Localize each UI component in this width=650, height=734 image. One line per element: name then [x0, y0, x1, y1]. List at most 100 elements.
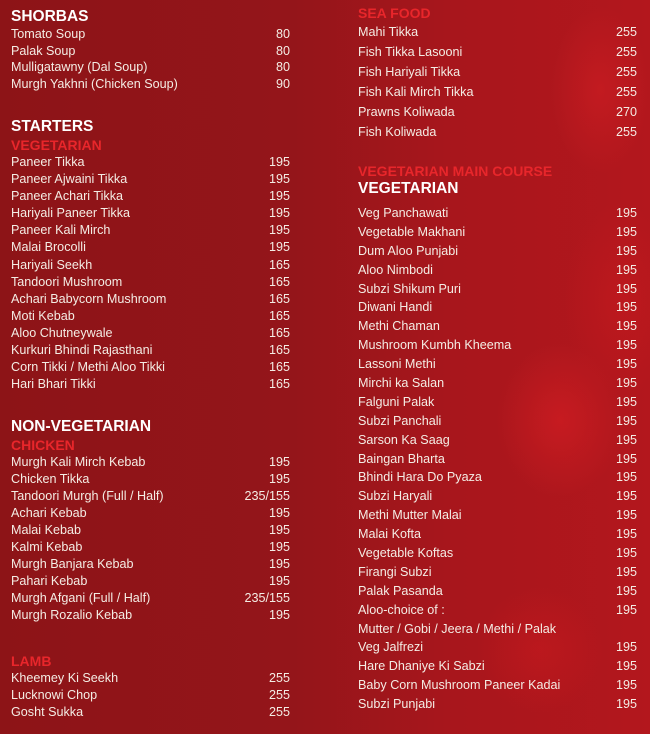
item-name: Bhindi Hara Do Pyaza	[358, 470, 482, 485]
menu-item: Aloo Chutneywale 165	[11, 325, 290, 342]
menu-item: Achari Kebab 195	[11, 505, 290, 522]
item-name: Mirchi ka Salan	[358, 376, 445, 391]
menu-item: Fish Tikka Lasooni 255	[358, 42, 637, 62]
item-name: Subzi Panchali	[358, 413, 442, 428]
item-name: Malai Brocolli	[11, 240, 86, 255]
menu-item: Achari Babycorn Mushroom 165	[11, 291, 290, 308]
menu-section: STARTERS VEGETARIAN Paneer Tikka 195 Paneer …	[11, 118, 290, 393]
item-name: Murgh Banjara Kebab	[11, 557, 134, 571]
item-name: Baby Corn Mushroom Paneer Kadai	[358, 678, 561, 693]
menu-item: Methi Mutter Malai 195	[358, 506, 637, 525]
item-price: 195	[615, 678, 637, 693]
menu-item: Palak Soup 80	[11, 43, 290, 60]
item-price: 255	[268, 705, 290, 719]
item-price: 255	[268, 671, 290, 685]
item-price: 195	[615, 470, 637, 485]
item-name: Kheemey Ki Seekh	[11, 671, 119, 685]
menu-item: Gosht Sukka 255	[11, 704, 290, 721]
item-name: Subzi Punjabi	[358, 697, 436, 712]
item-price: 195	[615, 357, 637, 372]
item-name: Methi Chaman	[358, 319, 440, 334]
item-price: 195	[615, 394, 637, 409]
menu-item: Mirchi ka Salan 195	[358, 374, 637, 393]
menu-section: SHORBAS Tomato Soup 80 Palak Soup 80 Mulligat…	[11, 8, 290, 93]
item-name: Prawns Koliwada	[358, 105, 455, 119]
item-name: Hare Dhaniye Ki Sabzi	[358, 659, 485, 674]
menu-item: Mutter / Gobi / Jeera / Methi / Palak	[358, 620, 637, 639]
item-price: 195	[615, 281, 637, 296]
menu-item: Paneer Ajwaini Tikka 195	[11, 171, 290, 188]
item-name: Methi Mutter Malai	[358, 508, 462, 523]
item-name: Murgh Afgani (Full / Half)	[11, 591, 151, 605]
item-price: 255	[615, 45, 637, 59]
item-price: 255	[615, 25, 637, 39]
menu-item: Firangi Subzi 195	[358, 563, 637, 582]
item-name: Fish Hariyali Tikka	[358, 65, 461, 79]
menu-item: Malai Brocolli 195	[11, 239, 290, 256]
item-price: 195	[615, 262, 637, 277]
item-price: 195	[615, 602, 637, 617]
item-price: 195	[615, 451, 637, 466]
item-name: Firangi Subzi	[358, 564, 432, 579]
item-price: 195	[615, 300, 637, 315]
menu-item: Malai Kofta 195	[358, 525, 637, 544]
item-name: Paneer Kali Mirch	[11, 223, 111, 238]
menu-item: Methi Chaman 195	[358, 317, 637, 336]
item-name: Sarson Ka Saag	[358, 432, 450, 447]
item-name: Pahari Kebab	[11, 574, 88, 588]
item-name: Gosht Sukka	[11, 705, 84, 719]
item-name: Palak Pasanda	[358, 583, 443, 598]
menu-item: Subzi Shikum Puri 195	[358, 280, 637, 299]
item-price: 90	[275, 77, 290, 92]
item-name: Veg Jalfrezi	[358, 640, 424, 655]
item-name: Hariyali Paneer Tikka	[11, 206, 130, 221]
menu-item: Paneer Kali Mirch 195	[11, 222, 290, 239]
item-name: Mutter / Gobi / Jeera / Methi / Palak	[358, 621, 557, 636]
item-price: 195	[268, 172, 290, 187]
item-price: 270	[615, 105, 637, 119]
item-name: Fish Koliwada	[358, 125, 437, 139]
item-price	[629, 620, 637, 639]
item-name: Murgh Kali Mirch Kebab	[11, 455, 146, 469]
item-name: Aloo-choice of :	[358, 602, 445, 617]
item-name: Palak Soup	[11, 43, 76, 58]
item-price: 255	[615, 65, 637, 79]
item-name: Subzi Haryali	[358, 489, 433, 504]
section-subheading: VEGETARIAN MAIN COURSE	[358, 163, 553, 179]
menu-item: Subzi Panchali 195	[358, 412, 637, 431]
item-price: 195	[268, 540, 290, 554]
item-price: 195	[615, 224, 637, 239]
item-name: Malai Kofta	[358, 527, 421, 542]
item-name: Diwani Handi	[358, 300, 433, 315]
item-price: 195	[615, 432, 637, 447]
menu-item: Hare Dhaniye Ki Sabzi 195	[358, 657, 637, 676]
menu-item: Hariyali Paneer Tikka 195	[11, 205, 290, 222]
menu-item: Murgh Afgani (Full / Half) 235/155	[11, 590, 290, 607]
menu-item: Tomato Soup 80	[11, 26, 290, 43]
item-name: Paneer Ajwaini Tikka	[11, 172, 128, 187]
menu-section: NON-VEGETARIAN CHICKEN Murgh Kali Mirch Ke…	[11, 418, 290, 624]
menu-right-column: SEA FOOD Mahi Tikka 255 Fish Tikka Lasooni 2…	[358, 0, 637, 734]
menu-item: Veg Jalfrezi 195	[358, 638, 637, 657]
section-subheading: SEA FOOD	[358, 5, 431, 21]
menu-item: Paneer Achari Tikka 195	[11, 188, 290, 205]
menu-item: Falguni Palak 195	[358, 393, 637, 412]
menu-item: Subzi Haryali 195	[358, 487, 637, 506]
menu-item: Murgh Banjara Kebab 195	[11, 556, 290, 573]
item-name: Tandoori Murgh (Full / Half)	[11, 489, 164, 503]
item-price: 235/155	[244, 489, 290, 503]
item-name: Achari Babycorn Mushroom	[11, 291, 167, 306]
item-price: 195	[268, 557, 290, 571]
menu-item: Diwani Handi 195	[358, 298, 637, 317]
section-subheading: LAMB	[11, 653, 52, 669]
item-price: 195	[268, 455, 290, 469]
item-name: Hari Bhari Tikki	[11, 377, 96, 392]
item-name: Moti Kebab	[11, 308, 75, 323]
item-price: 80	[275, 43, 290, 58]
item-name: Aloo Chutneywale	[11, 325, 113, 340]
item-price: 195	[615, 546, 637, 561]
menu-item: Bhindi Hara Do Pyaza 195	[358, 468, 637, 487]
item-price: 195	[268, 155, 290, 169]
item-price: 195	[615, 413, 637, 428]
menu-item: Lassoni Methi 195	[358, 355, 637, 374]
